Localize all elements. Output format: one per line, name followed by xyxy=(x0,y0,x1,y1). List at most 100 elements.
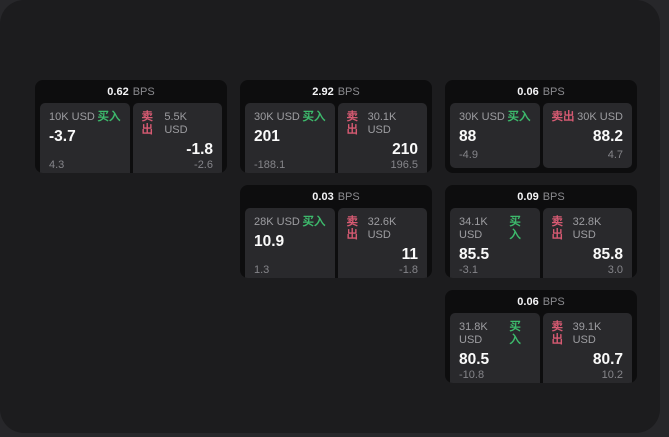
bps-header: 0.62 BPS xyxy=(35,80,227,103)
buy-quote-tile[interactable]: 30K USD 买入 201 -188.1 xyxy=(245,103,335,173)
buy-side-label[interactable]: 买入 xyxy=(302,216,326,228)
quote-card-body: 30K USD 买入 88 -4.9 卖出 30K USD 88.2 4.7 xyxy=(450,103,632,168)
buy-notional: 30K USD xyxy=(254,111,300,123)
bps-value: 0.06 xyxy=(517,85,539,98)
buy-price: -3.7 xyxy=(49,128,76,145)
quote-grid: 0.62 BPS 10K USD 买入 -3.7 4.3 卖出 5.5K USD xyxy=(35,80,637,383)
app-surface: 0.62 BPS 10K USD 买入 -3.7 4.3 卖出 5.5K USD xyxy=(0,0,660,433)
buy-delta: -10.8 xyxy=(459,369,485,381)
buy-delta: -4.9 xyxy=(459,149,478,161)
buy-price: 80.5 xyxy=(459,351,490,368)
sell-price: 88.2 xyxy=(592,128,623,145)
bps-value: 0.62 xyxy=(107,85,129,98)
sell-quote-tile[interactable]: 卖出 30.1K USD 210 196.5 xyxy=(337,103,427,173)
sell-tile-top: 卖出 32.8K USD xyxy=(552,216,624,242)
sell-tile-top: 卖出 39.1K USD xyxy=(552,321,624,347)
buy-side-label[interactable]: 买入 xyxy=(507,111,531,123)
quote-card: 0.09 BPS 34.1K USD 买入 85.5 -3.1 卖出 32.8K… xyxy=(445,185,637,278)
sell-price: 11 xyxy=(401,246,418,263)
sell-delta: 3.0 xyxy=(607,264,623,276)
bps-unit-label: BPS xyxy=(132,85,155,98)
bps-value: 0.06 xyxy=(517,295,539,308)
bps-unit-label: BPS xyxy=(542,85,565,98)
buy-quote-tile[interactable]: 31.8K USD 买入 80.5 -10.8 xyxy=(450,313,540,383)
sell-side-label[interactable]: 卖出 xyxy=(141,111,154,136)
buy-quote-tile[interactable]: 28K USD 买入 10.9 1.3 xyxy=(245,208,335,278)
quote-card-body: 10K USD 买入 -3.7 4.3 卖出 5.5K USD -1.8 -2.… xyxy=(40,103,222,173)
buy-tile-top: 31.8K USD 买入 xyxy=(459,321,531,347)
sell-delta: -2.6 xyxy=(194,159,213,171)
sell-price: 210 xyxy=(392,141,418,158)
sell-quote-tile[interactable]: 卖出 30K USD 88.2 4.7 xyxy=(542,103,632,168)
bps-unit-label: BPS xyxy=(542,190,565,203)
buy-delta: 4.3 xyxy=(49,159,65,171)
sell-quote-tile[interactable]: 卖出 39.1K USD 80.7 10.2 xyxy=(542,313,632,383)
sell-delta: 10.2 xyxy=(601,369,623,381)
sell-side-label[interactable]: 卖出 xyxy=(551,111,575,123)
bps-header: 0.06 BPS xyxy=(445,290,637,313)
buy-tile-top: 30K USD 买入 xyxy=(254,111,326,124)
buy-price: 85.5 xyxy=(459,246,490,263)
buy-notional: 28K USD xyxy=(254,216,300,228)
sell-side-label[interactable]: 卖出 xyxy=(551,321,564,346)
quote-card: 0.62 BPS 10K USD 买入 -3.7 4.3 卖出 5.5K USD xyxy=(35,80,227,173)
sell-price: 80.7 xyxy=(592,351,623,368)
buy-notional: 34.1K USD xyxy=(459,216,488,241)
buy-quote-tile[interactable]: 30K USD 买入 88 -4.9 xyxy=(450,103,540,168)
sell-notional: 30K USD xyxy=(577,111,623,123)
bps-value: 2.92 xyxy=(312,85,334,98)
sell-delta: 4.7 xyxy=(607,149,623,161)
buy-notional: 10K USD xyxy=(49,111,95,123)
buy-quote-tile[interactable]: 34.1K USD 买入 85.5 -3.1 xyxy=(450,208,540,278)
bps-value: 0.03 xyxy=(312,190,334,203)
buy-side-label[interactable]: 买入 xyxy=(509,216,521,241)
quote-card: 2.92 BPS 30K USD 买入 201 -188.1 卖出 30.1K … xyxy=(240,80,432,173)
sell-notional: 39.1K USD xyxy=(572,321,602,346)
sell-notional: 32.6K USD xyxy=(367,216,397,241)
quote-card: 0.06 BPS 30K USD 买入 88 -4.9 卖出 30K USD xyxy=(445,80,637,173)
buy-tile-top: 28K USD 买入 xyxy=(254,216,326,229)
quote-card: 0.03 BPS 28K USD 买入 10.9 1.3 卖出 32.6K US… xyxy=(240,185,432,278)
buy-side-label[interactable]: 买入 xyxy=(302,111,326,123)
buy-quote-tile[interactable]: 10K USD 买入 -3.7 4.3 xyxy=(40,103,130,173)
sell-price: -1.8 xyxy=(186,141,213,158)
buy-tile-top: 10K USD 买入 xyxy=(49,111,121,124)
buy-side-label[interactable]: 买入 xyxy=(509,321,521,346)
bps-value: 0.09 xyxy=(517,190,539,203)
buy-price: 10.9 xyxy=(254,233,285,250)
buy-delta: -188.1 xyxy=(254,159,286,171)
sell-tile-top: 卖出 32.6K USD xyxy=(347,216,419,242)
quote-card-body: 34.1K USD 买入 85.5 -3.1 卖出 32.8K USD 85.8… xyxy=(450,208,632,278)
quote-card-body: 30K USD 买入 201 -188.1 卖出 30.1K USD 210 1… xyxy=(245,103,427,173)
bps-unit-label: BPS xyxy=(337,85,360,98)
sell-tile-top: 卖出 5.5K USD xyxy=(142,111,214,137)
quote-card-body: 28K USD 买入 10.9 1.3 卖出 32.6K USD 11 -1.8 xyxy=(245,208,427,278)
buy-notional: 31.8K USD xyxy=(459,321,488,346)
buy-price: 88 xyxy=(459,128,477,145)
sell-tile-top: 卖出 30K USD xyxy=(552,111,624,124)
sell-price: 85.8 xyxy=(592,246,623,263)
sell-quote-tile[interactable]: 卖出 32.8K USD 85.8 3.0 xyxy=(542,208,632,278)
bps-unit-label: BPS xyxy=(337,190,360,203)
bps-unit-label: BPS xyxy=(542,295,565,308)
sell-quote-tile[interactable]: 卖出 32.6K USD 11 -1.8 xyxy=(337,208,427,278)
buy-delta: -3.1 xyxy=(459,264,478,276)
bps-header: 2.92 BPS xyxy=(240,80,432,103)
sell-side-label[interactable]: 卖出 xyxy=(551,216,564,241)
buy-side-label[interactable]: 买入 xyxy=(97,111,121,123)
sell-tile-top: 卖出 30.1K USD xyxy=(347,111,419,137)
sell-notional: 5.5K USD xyxy=(164,111,188,136)
sell-quote-tile[interactable]: 卖出 5.5K USD -1.8 -2.6 xyxy=(132,103,222,173)
sell-notional: 30.1K USD xyxy=(367,111,397,136)
quote-card-body: 31.8K USD 买入 80.5 -10.8 卖出 39.1K USD 80.… xyxy=(450,313,632,383)
buy-tile-top: 34.1K USD 买入 xyxy=(459,216,531,242)
bps-header: 0.06 BPS xyxy=(445,80,637,103)
sell-side-label[interactable]: 卖出 xyxy=(346,216,359,241)
sell-delta: -1.8 xyxy=(399,264,418,276)
sell-delta: 196.5 xyxy=(390,159,418,171)
buy-tile-top: 30K USD 买入 xyxy=(459,111,531,124)
sell-side-label[interactable]: 卖出 xyxy=(346,111,359,136)
sell-notional: 32.8K USD xyxy=(572,216,602,241)
bps-header: 0.09 BPS xyxy=(445,185,637,208)
buy-price: 201 xyxy=(254,128,280,145)
